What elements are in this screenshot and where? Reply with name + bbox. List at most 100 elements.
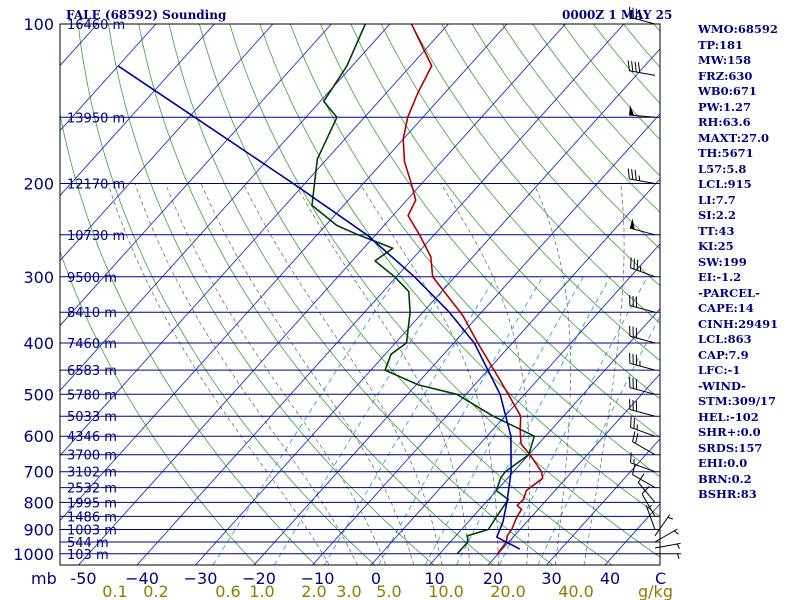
mixing-ratio-label: 2.0 [301,582,326,600]
isotherms [0,24,660,565]
dry-adiabat-line [350,24,660,400]
wind-barb-flag [631,61,634,72]
moist-adiabat-line [294,183,471,565]
wind-barb-staff [629,16,656,25]
wind-barb [629,325,656,344]
index-item: EHI:0.0 [698,456,748,470]
index-item: TP:181 [698,37,744,52]
dry-adiabat-line [77,24,375,565]
wind-barb [632,464,656,489]
wind-barb [629,218,656,236]
moist-adiabat-line [533,183,571,565]
index-item: SW:199 [698,254,747,269]
height-label: 1995 m [67,496,117,511]
wind-barb-flag [631,169,634,180]
height-label: 103 m [67,548,109,563]
temperature-unit-label: C [655,569,666,588]
wind-barb-flag [627,60,630,71]
moist-adiabat-line [583,183,625,565]
parcel-trace [117,65,521,550]
sounding-traces [117,24,544,555]
wind-barb-flag [633,258,635,270]
dry-adiabat-line [380,24,660,362]
index-item: -WIND- [698,378,746,393]
mixing-ratio-lines [212,276,660,565]
wind-barb [641,485,656,517]
isotherm-line [60,24,215,197]
isotherm-line [370,243,660,565]
wind-barb-pennant [629,105,635,116]
isotherm-line [312,178,660,565]
height-label: 7460 m [67,337,117,352]
dry-adiabat-line [138,24,494,565]
wind-barb [630,452,656,473]
mixing-ratio-line [324,276,496,565]
mixing-ratio-label: 1.0 [249,582,274,600]
wind-barb-staff [629,362,656,371]
wind-barb-staff [641,493,656,517]
moist-adiabat-line [134,183,358,565]
isotherm-line [60,24,274,262]
wind-barb [629,295,656,313]
pressure-tick-label: 600 [23,427,54,446]
height-label: 1003 m [67,524,117,539]
wind-barb-staff [630,267,656,278]
dry-adiabat-line [168,24,553,565]
wind-barb [637,473,656,503]
wind-barb [629,352,656,371]
height-label: 9500 m [67,271,117,286]
pressure-tick-label: 300 [23,268,54,287]
isotherm-line [60,24,332,327]
height-label: 4346 m [67,430,117,445]
dry-adiabat-line [198,24,613,565]
wind-barb-flag [635,433,639,444]
pressure-tick-label: 200 [23,175,54,194]
isotherm-line [487,373,660,565]
index-item: TT:43 [698,223,735,238]
wind-barb-staff [629,409,656,417]
isotherm-line [136,24,625,565]
wind-barb [630,416,656,437]
index-item: LCL:863 [698,332,752,346]
mixing-ratio-label: 3.0 [336,582,361,600]
mixing-ratio-line [378,276,544,565]
wind-barb-flag [641,485,650,495]
wind-barb [654,553,682,559]
height-label: 10730 m [67,229,125,244]
wind-barb-staff [632,441,656,456]
moist-adiabat-line [165,183,386,565]
wind-barb-staff [630,462,656,473]
isotherm-line [60,24,391,392]
wind-barb [627,168,656,184]
mixing-ratio-label: 40.0 [558,582,594,600]
wind-barb [629,105,656,118]
index-item: BRN:0.2 [698,471,752,486]
isotherm-line [60,24,508,522]
height-label: 6583 m [67,364,117,379]
height-label: 2532 m [67,482,117,497]
wind-barb-half-flag [638,175,641,181]
pressure-tick-label: 900 [23,521,54,540]
index-item: LFC:-1 [698,363,741,377]
dry-adiabat-line [289,24,660,478]
wind-barb-staff [654,542,681,549]
index-item: WMO:68592 [698,22,778,36]
isotherm-line [0,24,39,565]
wind-barb-flag [632,431,636,442]
wind-barb-staff [637,482,656,503]
index-item: BSHR:83 [698,487,757,501]
dry-adiabat-line [320,24,660,438]
wind-barb [630,257,656,278]
dry-adiabat-line [60,111,316,565]
temperature-tick-label: −20 [242,569,276,588]
moist-adiabat-line [243,183,443,565]
index-item: LCL:915 [698,177,752,191]
index-item: CINH:29491 [698,316,779,331]
sounding-indices: WMO:68592 TP:181 MW:158 FRZ:630 WB0:671 PW:1.… [698,22,778,503]
wind-barb [654,542,681,549]
wind-barb-flag [632,464,636,475]
height-label: 16460 m [67,18,125,33]
isotherm-line [60,24,157,132]
index-item: SI:2.2 [698,208,736,222]
height-label: 1486 m [67,510,117,525]
